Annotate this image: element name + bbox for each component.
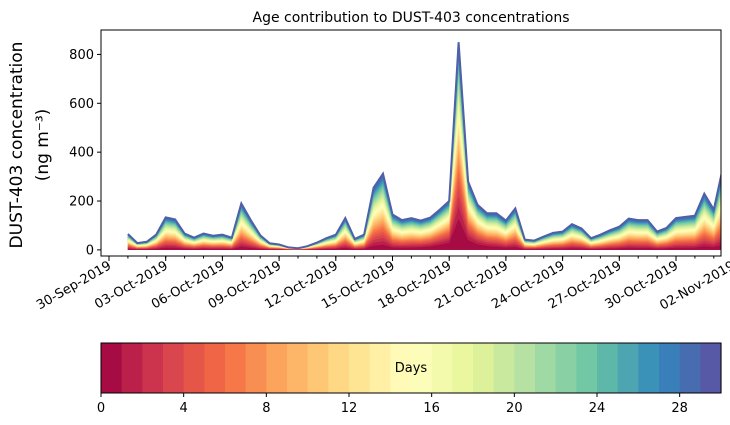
- colorbar-tick-label: 16: [423, 401, 440, 416]
- colorbar-segment: [679, 343, 701, 393]
- colorbar-tick-label: 28: [671, 401, 688, 416]
- y-axis-label-line1: DUST-403 concentration: [7, 42, 27, 249]
- colorbar-segment: [411, 343, 433, 393]
- colorbar-segment: [121, 343, 143, 393]
- colorbar-segment: [514, 343, 536, 393]
- colorbar-segment: [204, 343, 226, 393]
- colorbar-segment: [349, 343, 371, 393]
- colorbar-segment: [369, 343, 391, 393]
- colorbar-segment: [493, 343, 515, 393]
- colorbar-segment: [617, 343, 639, 393]
- colorbar-segment: [473, 343, 495, 393]
- y-tick-label: 200: [69, 195, 94, 210]
- y-tick-label: 400: [69, 146, 94, 161]
- colorbar-segment: [142, 343, 164, 393]
- colorbar-segment: [328, 343, 350, 393]
- chart-title: Age contribution to DUST-403 concentrati…: [253, 10, 570, 26]
- colorbar-segment: [183, 343, 205, 393]
- colorbar-segment: [700, 343, 722, 393]
- colorbar-segment: [163, 343, 185, 393]
- colorbar-frame: [100, 342, 722, 394]
- y-tick-label: 0: [86, 243, 94, 258]
- colorbar-segment: [638, 343, 660, 393]
- total-series-line: [127, 42, 721, 250]
- colorbar-segment: [225, 343, 247, 393]
- y-tick-label: 600: [69, 97, 94, 112]
- colorbar-segment: [431, 343, 453, 393]
- y-axis-ticks: 0 200 400 600 800: [69, 48, 101, 258]
- y-axis-label: DUST-403 concentration (ng m⁻³): [7, 42, 53, 249]
- colorbar-tick-label: 0: [97, 401, 105, 416]
- colorbar-segment: [390, 343, 412, 393]
- colorbar-segment: [535, 343, 557, 393]
- colorbar-tick-label: 8: [262, 401, 270, 416]
- colorbar-tick-label: 4: [180, 401, 188, 416]
- colorbar-segment: [452, 343, 474, 393]
- colorbar-segment: [266, 343, 288, 393]
- x-axis-ticks: 30-Sep-201903-Oct-201906-Oct-201909-Oct-…: [34, 256, 730, 313]
- colorbar-tick-label: 20: [506, 401, 523, 416]
- colorbar-segment: [245, 343, 267, 393]
- colorbar-segment: [659, 343, 681, 393]
- y-tick-label: 800: [69, 48, 94, 63]
- colorbar-segment: [597, 343, 619, 393]
- y-axis-label-line2: (ng m⁻³): [33, 109, 53, 182]
- colorbar-tick-label: 12: [341, 401, 358, 416]
- colorbar: [101, 343, 722, 393]
- colorbar-segment: [307, 343, 329, 393]
- total-concentration-line: [127, 42, 721, 250]
- colorbar-segment: [287, 343, 309, 393]
- colorbar-segment: [576, 343, 598, 393]
- colorbar-segment: [101, 343, 123, 393]
- colorbar-label: Days: [395, 361, 428, 376]
- colorbar-ticks: 0 4 8 12 16 20 24 28: [97, 393, 688, 416]
- colorbar-tick-label: 24: [589, 401, 606, 416]
- colorbar-segment: [555, 343, 577, 393]
